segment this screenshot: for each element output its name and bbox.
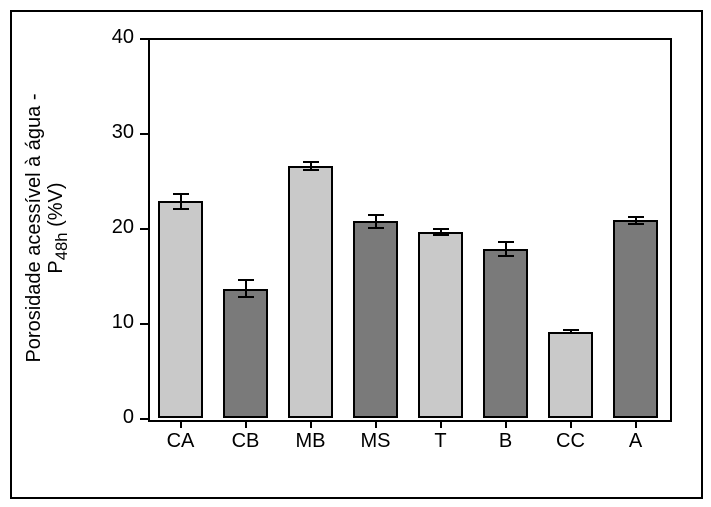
bar — [223, 289, 269, 418]
y-tick-mark — [140, 38, 148, 40]
x-tick-label: CC — [538, 430, 603, 453]
bar — [548, 332, 594, 418]
error-bar-cap — [238, 296, 254, 298]
error-bar-line — [245, 280, 247, 297]
error-bar-line — [180, 194, 182, 209]
y-tick-label: 40 — [94, 26, 134, 49]
x-tick-mark — [440, 420, 442, 428]
x-tick-mark — [180, 420, 182, 428]
error-bar-line — [505, 242, 507, 255]
bar — [288, 166, 334, 418]
error-bar-cap — [303, 161, 319, 163]
x-tick-label: CB — [213, 430, 278, 453]
y-axis-label-line2-p: P — [45, 260, 67, 273]
y-tick-mark — [140, 228, 148, 230]
error-bar-cap — [433, 234, 449, 236]
bar — [483, 249, 529, 418]
error-bar-cap — [173, 208, 189, 210]
error-bar-cap — [628, 216, 644, 218]
x-tick-label: MB — [278, 430, 343, 453]
x-tick-mark — [505, 420, 507, 428]
bar-chart: Porosidade acessível à água - P48h (%V) … — [8, 8, 703, 499]
x-tick-label: A — [603, 430, 668, 453]
y-tick-label: 10 — [94, 311, 134, 334]
y-axis-label-tail: (%V) — [45, 182, 67, 232]
y-tick-label: 0 — [94, 406, 134, 429]
y-tick-label: 30 — [94, 121, 134, 144]
y-axis-label-line1: Porosidade acessível à água - — [23, 93, 45, 362]
y-axis-label-sub: 48h — [52, 232, 71, 260]
bar — [613, 220, 659, 418]
x-tick-mark — [375, 420, 377, 428]
error-bar-line — [375, 215, 377, 228]
bar — [418, 232, 464, 418]
x-tick-label: B — [473, 430, 538, 453]
y-tick-mark — [140, 133, 148, 135]
error-bar-cap — [563, 332, 579, 334]
bar — [158, 201, 204, 418]
x-tick-mark — [245, 420, 247, 428]
error-bar-cap — [563, 329, 579, 331]
error-bar-cap — [368, 214, 384, 216]
error-bar-cap — [173, 193, 189, 195]
x-tick-label: T — [408, 430, 473, 453]
x-tick-label: MS — [343, 430, 408, 453]
error-bar-cap — [433, 228, 449, 230]
error-bar-cap — [628, 223, 644, 225]
error-bar-cap — [303, 169, 319, 171]
x-tick-label: CA — [148, 430, 213, 453]
x-tick-mark — [635, 420, 637, 428]
x-tick-mark — [570, 420, 572, 428]
y-tick-label: 20 — [94, 216, 134, 239]
y-tick-mark — [140, 418, 148, 420]
error-bar-cap — [368, 227, 384, 229]
y-tick-mark — [140, 323, 148, 325]
error-bar-cap — [498, 255, 514, 257]
x-tick-mark — [310, 420, 312, 428]
bar — [353, 221, 399, 418]
error-bar-cap — [498, 241, 514, 243]
error-bar-cap — [238, 279, 254, 281]
y-axis-label: Porosidade acessível à água - P48h (%V) — [23, 38, 83, 418]
